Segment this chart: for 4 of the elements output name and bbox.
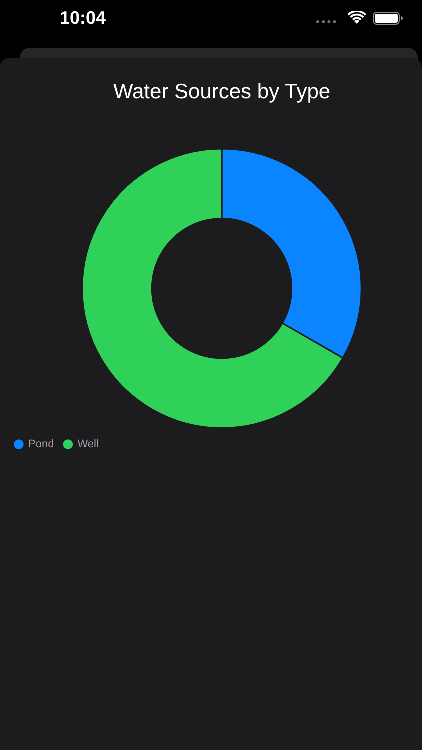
legend-label: Pond bbox=[28, 438, 54, 451]
legend-label: Well bbox=[78, 438, 99, 451]
text: 10:04 bbox=[60, 8, 106, 28]
chart-title: Water Sources by Type bbox=[113, 80, 331, 104]
